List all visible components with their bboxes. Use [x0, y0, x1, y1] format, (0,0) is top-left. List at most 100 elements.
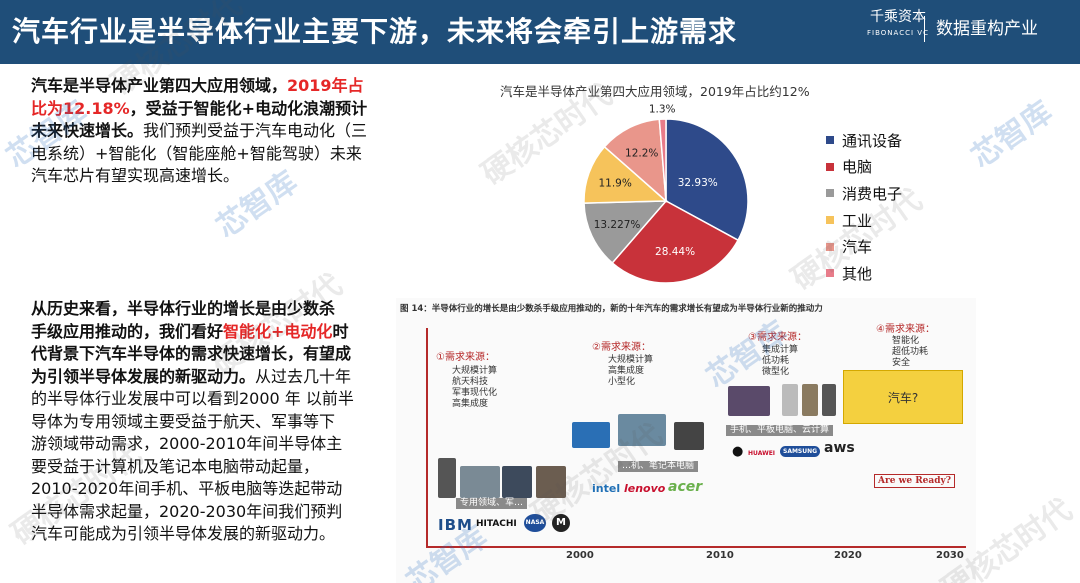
legend-item-3: 工业 — [826, 207, 902, 234]
pie-label-5: 1.3% — [649, 103, 676, 115]
timeline-y-axis — [426, 328, 428, 548]
history-paragraph: 从历史来看，半导体行业的增长是由少数杀 手级应用推动的，我们看好智能化+电动化时… — [31, 298, 354, 546]
title-bar: 汽车行业是半导体行业主要下游，未来将会牵引上游需求 千乘资本 FIBONACCI… — [0, 0, 1080, 64]
car-question-box: 汽车? — [843, 370, 963, 424]
watermark-5: 芯智库 — [965, 94, 1059, 176]
p1-line3-a: 未来快速增长。 — [31, 121, 144, 140]
tablet-image — [728, 386, 770, 416]
intel-logo: intel — [592, 482, 621, 495]
pie-chart: 32.93% 28.44% 13.227% 11.9% 12.2% 1.3% — [583, 103, 749, 284]
brand-name: 千乘资本 — [870, 9, 926, 25]
p1-line2-b: ，受益于智能化+电动化浪潮预计 — [129, 98, 368, 118]
legend-label-0: 通讯设备 — [842, 131, 903, 150]
brand-sub: FIBONACCI VC — [867, 29, 929, 37]
p2-line7: 游领域带动需求，2000-2010年间半导体主 — [31, 434, 343, 453]
laptop-image — [618, 414, 666, 446]
legend-item-2: 消费电子 — [826, 180, 902, 207]
p1-line1-a: 汽车是半导体产业第四大应用领域， — [31, 76, 288, 95]
legend-label-2: 消费电子 — [842, 184, 903, 203]
ready-stamp: Are we Ready? — [874, 474, 956, 488]
p2-line2-a: 手级应用推动的，我们看好 — [31, 321, 224, 341]
stage3-items: 集成计算 低功耗 微型化 — [762, 345, 799, 377]
timeline-x-axis — [426, 546, 966, 548]
stage1-items: 大规模计算 航天科技 军事现代化 高集成度 — [452, 366, 498, 409]
desktop-image — [674, 422, 704, 450]
year-2020: 2020 — [834, 550, 862, 561]
legend-swatch-5 — [826, 269, 834, 278]
p2-line8: 要受益于计算机及笔记本电脑带动起量， — [31, 456, 320, 476]
p2-line3: 代背景下汽车半导体的需求快速增长，有望成 — [31, 344, 352, 363]
p2-line10: 半导体需求起量，2020-2030年间我们预判 — [31, 501, 343, 521]
nasa-logo: NASA — [524, 514, 546, 532]
phone-image-3 — [822, 384, 836, 416]
figure-caption: 图 14：半导体行业的增长是由少数杀手级应用推动的，新的十年汽车的需求增长有望成… — [400, 304, 823, 314]
ibm-logo: IBM — [438, 516, 473, 534]
samsung-logo: SAMSUNG — [780, 446, 821, 457]
pie-slice-5 — [658, 118, 667, 202]
acer-logo: acer — [668, 479, 703, 495]
p1-line2-a: 比为12.18% — [31, 98, 130, 118]
p1-line3-b: 我们预判受益于汽车电动化（三 — [143, 121, 368, 140]
p1-line4: 电系统）+智能化（智能座舱+智能驾驶）未来 — [31, 143, 362, 163]
year-2030: 2030 — [936, 550, 964, 561]
stage2-label: …机、笔记本电脑 — [618, 461, 699, 472]
radio-device-image — [438, 458, 456, 498]
brand-logo: 千乘资本 FIBONACCI VC — [862, 9, 934, 41]
stage3-label: 手机、平板电脑、云计算 — [726, 425, 834, 436]
motorola-logo: M — [552, 514, 570, 532]
legend-item-4: 汽车 — [826, 233, 902, 260]
pie-label-1: 28.44% — [655, 246, 695, 258]
legend-label-4: 汽车 — [842, 238, 873, 257]
stage1-label: 专用领域、军… — [456, 498, 528, 509]
pie-slice-4 — [603, 118, 667, 203]
lenovo-logo: lenovo — [624, 482, 666, 495]
stage4-title: ④需求来源： — [876, 324, 935, 335]
p2-line4-b: 从过去几十年 — [255, 366, 352, 386]
stage2-title: ②需求来源： — [592, 342, 651, 353]
p2-line2-c: 时 — [332, 321, 349, 341]
chart-title: 汽车是半导体产业第四大应用领域，2019年占比约12% — [500, 84, 810, 99]
p2-line4-a: 为引领半导体发展的新驱动力。 — [31, 366, 256, 386]
p2-line11: 汽车可能成为引领半导体发展的新驱动力。 — [31, 524, 336, 543]
p2-line1: 从历史来看，半导体行业的增长是由少数杀 — [31, 299, 336, 318]
year-2000: 2000 — [566, 550, 594, 561]
legend-swatch-3 — [826, 216, 834, 225]
pie-label-2: 13.227% — [594, 219, 641, 231]
pie-label-4: 12.2% — [625, 148, 658, 160]
intro-paragraph: 汽车是半导体产业第四大应用领域，2019年占 比为12.18%，受益于智能化+电… — [31, 75, 367, 188]
legend-label-5: 其他 — [842, 264, 873, 283]
p2-line9: 2010-2020年间手机、平板电脑等迭起带动 — [31, 479, 343, 498]
legend-item-5: 其他 — [826, 260, 902, 287]
pie-label-0: 32.93% — [678, 177, 718, 189]
p1-line5: 汽车芯片有望实现高速增长。 — [31, 166, 240, 185]
brand-divider — [924, 16, 925, 42]
pie-slice-1 — [611, 200, 740, 284]
phone-image-2 — [802, 384, 818, 416]
stage4-items: 智能化 超低功耗 安全 — [892, 336, 929, 368]
figure-timeline: 图 14：半导体行业的增长是由少数杀手级应用推动的，新的十年汽车的需求增长有望成… — [396, 298, 976, 583]
phone-image-1 — [782, 384, 798, 416]
chart-legend: 通讯设备电脑消费电子工业汽车其他 — [826, 127, 902, 287]
apple-logo: ● — [732, 444, 744, 459]
building-image — [460, 466, 500, 498]
intel-chip-image — [572, 422, 610, 448]
satellite-image — [502, 466, 532, 498]
p2-line5: 的半导体行业发展中可以看到2000 年 以前半 — [31, 389, 354, 408]
stage1-title: ①需求来源： — [436, 352, 495, 363]
p2-line2-b: 智能化+电动化 — [223, 321, 333, 341]
page-title: 汽车行业是半导体行业主要下游，未来将会牵引上游需求 — [12, 15, 738, 48]
pie-slice-3 — [583, 145, 668, 204]
hitachi-logo: HITACHI — [476, 519, 517, 529]
legend-item-1: 电脑 — [826, 154, 902, 181]
legend-label-3: 工业 — [842, 211, 873, 230]
legend-label-1: 电脑 — [842, 158, 873, 177]
military-image — [536, 466, 566, 498]
aws-logo: aws — [824, 440, 855, 456]
huawei-logo: HUAWEI — [748, 450, 776, 457]
pie-slice-2 — [583, 200, 668, 265]
year-2010: 2010 — [706, 550, 734, 561]
stage2-items: 大规模计算 高集成度 小型化 — [608, 355, 654, 387]
pie-slice-0 — [665, 118, 749, 242]
stage3-title: ③需求来源： — [748, 332, 807, 343]
p1-line1-b: 2019年占 — [287, 76, 364, 95]
